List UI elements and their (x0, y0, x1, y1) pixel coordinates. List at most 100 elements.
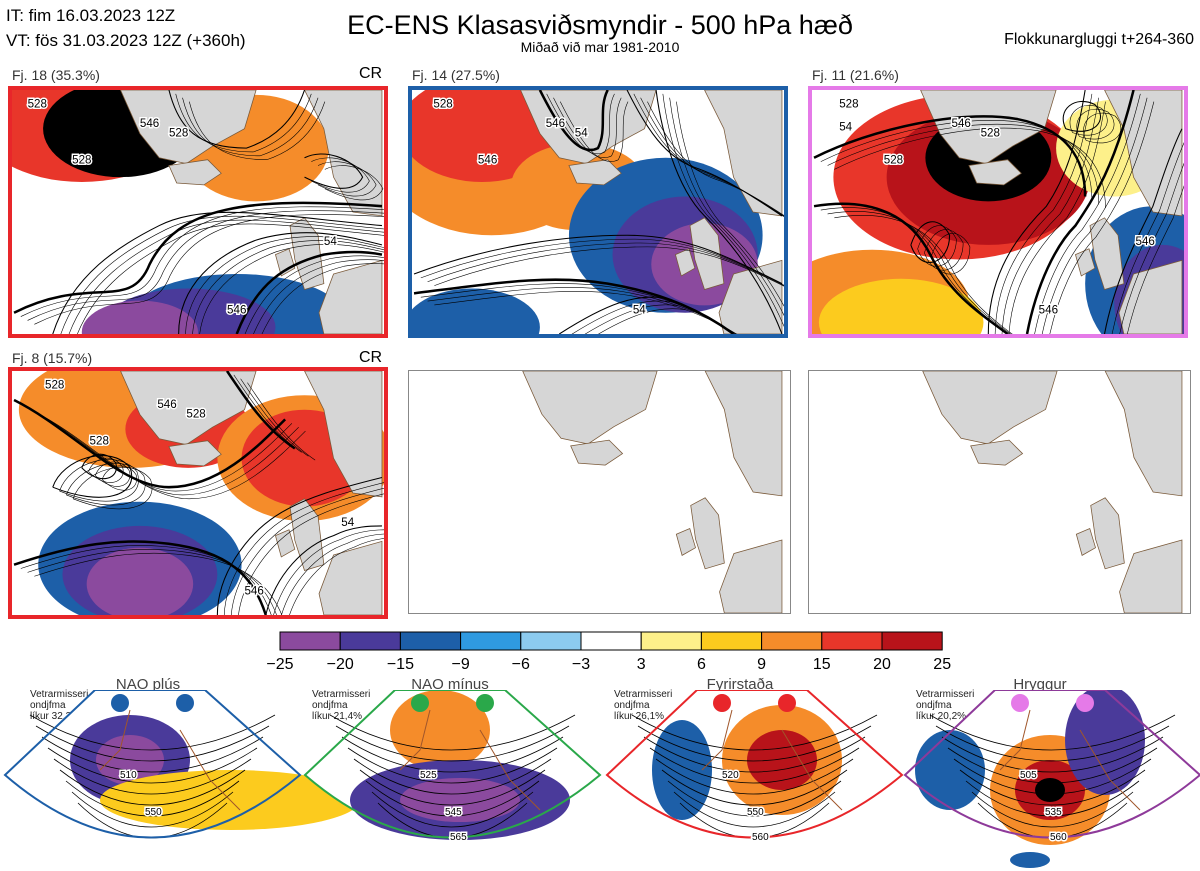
regime-contour (71, 791, 234, 828)
contour-line (571, 300, 673, 334)
contour-line (27, 210, 384, 321)
regime-contour (971, 791, 1134, 828)
contour-line (434, 290, 738, 334)
colorbar-tick-label: 3 (636, 656, 646, 673)
colorbar (279, 631, 943, 651)
contour-line (640, 97, 784, 217)
colorbar-swatch (279, 631, 341, 651)
regime-3-note-line1: Vetrarmisseri (614, 689, 673, 700)
contour-line (813, 115, 1087, 197)
panel-4-label: Fj. 8 (15.7%) (12, 350, 93, 366)
regime-contour (929, 714, 1176, 751)
contour-line (1083, 112, 1121, 144)
colorbar-tick-label: −15 (386, 656, 414, 673)
clustering-window: Flokkunargluggi t+264-360 (1004, 31, 1194, 48)
colorbar-tick-label: −9 (451, 656, 470, 673)
contour-label: 54 (633, 304, 646, 317)
empty-map-1 (408, 370, 791, 614)
regime-contour-label: 545 (445, 807, 462, 818)
contour-line (324, 165, 384, 201)
cluster-map-3: 528 528 546 528 546 546 54 (808, 86, 1188, 338)
contour-line (34, 214, 384, 325)
regime-contour-label: 550 (747, 807, 764, 818)
contour-label: 546 (244, 585, 263, 598)
height-contours (813, 90, 1184, 334)
contour-line (1127, 185, 1184, 334)
regime-marker (411, 694, 429, 712)
regime-contour (371, 791, 534, 828)
contour-line (1103, 128, 1183, 334)
contour-line (13, 201, 383, 314)
contour-line (27, 407, 299, 496)
contour-line (994, 93, 1093, 334)
regime-contour-label: 525 (420, 770, 437, 781)
valid-time: VT: fös 31.03.2023 12Z (+360h) (6, 31, 246, 50)
initial-time: IT: fim 16.03.2023 12Z (6, 6, 176, 25)
contour-line (68, 219, 384, 334)
regime-contour (655, 758, 854, 795)
colorbar-swatch (700, 631, 763, 651)
contour-line (273, 529, 384, 615)
contour-label: 528 (839, 97, 858, 110)
contour-line (1025, 90, 1135, 334)
anomaly-blob (818, 278, 984, 334)
regime-contour (661, 769, 848, 806)
contour-line (182, 97, 319, 157)
regime-2-name: NAO mínus (411, 676, 489, 693)
regime-contour (353, 758, 552, 795)
regime-contour (637, 725, 872, 762)
regime-anomaly (747, 730, 817, 790)
contour-line (199, 244, 384, 334)
contour-label: 528 (45, 378, 64, 391)
height-contours (13, 90, 384, 334)
contour-line (676, 101, 784, 307)
contour-label: 546 (546, 117, 565, 130)
regime-anomaly (390, 690, 490, 770)
regime-contour (29, 714, 276, 751)
regime-contour (341, 736, 564, 773)
colorbar-swatch (821, 631, 883, 651)
colorbar-swatch (520, 631, 582, 651)
regime-contour (941, 736, 1164, 773)
contour-line (633, 93, 784, 217)
regime-contour-label: 550 (145, 807, 162, 818)
panel-2-label: Fj. 14 (27.5%) (412, 67, 500, 83)
contour-line (1034, 93, 1141, 334)
regime-4-note-line1: Vetrarmisseri (916, 689, 975, 700)
contour-line (827, 211, 1012, 334)
contour-line (20, 206, 384, 317)
regime-marker (111, 694, 129, 712)
contour-line (662, 93, 784, 328)
regime-3-note-line2: ondjfma (614, 700, 650, 711)
regime-contour-label: 510 (120, 770, 137, 781)
regime-frame (605, 690, 904, 839)
contour-line (924, 229, 964, 271)
land-mask (520, 90, 783, 334)
regime-anomaly (652, 720, 712, 820)
regime-4-name: Hryggur (1013, 676, 1067, 693)
contour-label: 546 (1135, 235, 1154, 248)
cluster-map-plot: 528 54 546 546 54 (412, 90, 784, 334)
cluster-map-4: 528 528 546 528 546 54 (8, 367, 388, 619)
colorbar-tick-label: −6 (511, 656, 530, 673)
contour-line (1111, 142, 1184, 334)
regime-contour (965, 780, 1140, 817)
contour-label: 528 (72, 154, 91, 167)
contour-label: 528 (186, 407, 205, 420)
regime-contour (335, 725, 570, 762)
contour-line (13, 398, 287, 489)
contour-label: 528 (90, 435, 109, 448)
contour-line (60, 215, 384, 334)
contour-line (175, 93, 312, 153)
regime-1-note: Vetrarmisseri ondjfma líkur 32,3% (30, 689, 88, 722)
regime-contour (347, 747, 558, 784)
contour-line (192, 240, 384, 334)
colorbar-swatch (580, 631, 642, 651)
contour-line (168, 90, 306, 149)
land-mask (920, 90, 1183, 334)
regime-marker (176, 694, 194, 712)
regime-marker (778, 694, 796, 712)
empty-map-plot (522, 371, 783, 613)
contour-label: 528 (981, 126, 1000, 139)
regime-4-note-line2: ondjfma (916, 700, 952, 711)
